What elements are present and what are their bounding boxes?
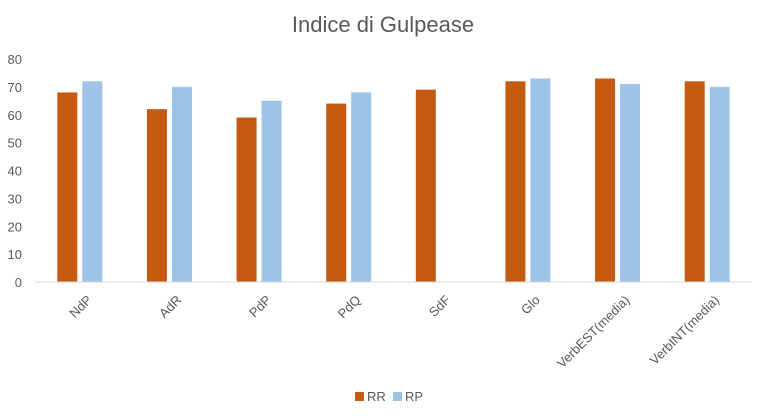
bar-rr-verbest-media-	[595, 78, 616, 282]
bar-rp-pdq	[351, 92, 372, 282]
y-tick-label: 40	[8, 164, 22, 179]
x-tick-label: NdP	[66, 292, 94, 320]
legend-label-rr: RR	[367, 389, 386, 404]
legend-swatch-rr	[355, 392, 364, 401]
bar-rr-pdp	[236, 117, 257, 282]
bar-rr-verbint-media-	[684, 81, 705, 282]
x-tick-label: SdF	[426, 292, 454, 320]
x-tick-label: VerbEST(media)	[554, 292, 633, 371]
legend: RR RP	[355, 389, 423, 404]
x-tick-label: Glo	[518, 292, 543, 317]
bar-rr-pdq	[326, 103, 347, 282]
bar-rr-sdf	[415, 89, 436, 282]
y-tick-label: 0	[15, 275, 22, 290]
chart-title: Indice di Gulpease	[292, 12, 474, 37]
x-axis: NdP AdR PdP PdQ SdF Glo VerbEST(media) VerbINT(…	[66, 292, 722, 371]
bar-rp-glo	[530, 78, 551, 282]
x-tick-label: AdR	[156, 292, 184, 320]
x-tick-label: VerbINT(media)	[647, 292, 722, 367]
bar-rp-verbest-media-	[620, 84, 641, 283]
y-axis: 0 10 20 30 40 50 60 70 80	[8, 52, 22, 290]
y-tick-label: 80	[8, 52, 22, 67]
bar-rr-glo	[505, 81, 526, 282]
y-tick-label: 60	[8, 108, 22, 123]
y-tick-label: 10	[8, 247, 22, 262]
y-tick-label: 70	[8, 80, 22, 95]
x-tick-label: PdQ	[335, 292, 364, 321]
y-tick-label: 20	[8, 219, 22, 234]
bar-rr-adr	[146, 109, 167, 282]
legend-label-rp: RP	[405, 389, 423, 404]
y-tick-label: 50	[8, 136, 22, 151]
bars-group	[57, 78, 730, 283]
legend-swatch-rp	[393, 392, 402, 401]
y-tick-label: 30	[8, 191, 22, 206]
bar-rp-verbint-media-	[709, 86, 730, 282]
x-tick-label: PdP	[246, 292, 274, 320]
bar-rp-pdp	[261, 100, 282, 282]
bar-rr-ndp	[57, 92, 78, 282]
bar-rp-adr	[171, 86, 192, 282]
bar-rp-ndp	[82, 81, 103, 282]
